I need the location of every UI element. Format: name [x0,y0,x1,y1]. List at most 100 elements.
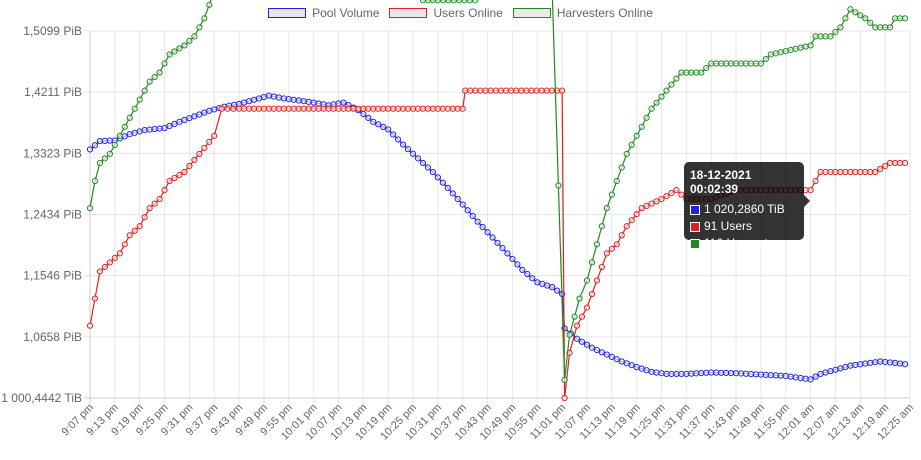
data-point-users-online [434,105,441,112]
data-point-pool-volume [454,195,461,203]
data-point-harvesters-online [812,33,819,40]
data-point-pool-volume [802,375,809,382]
data-point-pool-volume [404,146,412,153]
data-point-harvesters-online [151,73,158,81]
data-point-harvesters-online [658,93,665,100]
data-point-users-online [812,177,819,185]
data-point-pool-volume [419,159,427,167]
y-tick-label: 1,1546 PiB [23,269,82,283]
data-point-users-online [275,105,282,112]
data-point-pool-volume [618,358,625,365]
data-point-harvesters-online [852,9,859,16]
data-point-users-online [330,105,337,112]
data-point-pool-volume [891,359,899,366]
data-point-users-online [196,150,203,158]
data-point-users-online [573,322,581,329]
data-point-pool-volume [852,361,859,369]
data-point-users-online [385,105,392,112]
data-point-pool-volume [285,96,292,103]
data-point-users-online [439,105,446,112]
data-point-pool-volume [245,98,253,105]
data-point-users-online [101,263,109,271]
data-point-users-online [593,277,601,284]
data-point-harvesters-online [633,132,640,139]
data-point-users-online [482,87,489,94]
data-point-pool-volume [395,136,402,143]
data-point-harvesters-online [445,0,452,4]
data-point-pool-volume [752,371,760,378]
data-point-pool-volume [375,121,382,128]
data-point-pool-volume [608,353,615,361]
data-point-harvesters-online [181,42,188,49]
data-point-pool-volume [370,118,377,125]
data-point-harvesters-online [598,223,605,230]
tooltip-text-pool-volume: 1 020,2860 TiB [704,202,785,216]
data-point-users-online [171,174,178,182]
legend-label-users-online: Users Online [433,6,503,20]
data-point-harvesters-online [588,259,596,266]
data-point-users-online [370,105,377,112]
data-point-harvesters-online [91,177,99,185]
data-point-harvesters-online [424,0,432,4]
legend-users-online[interactable]: Users Online [389,6,503,20]
data-point-pool-volume [857,361,864,368]
data-point-harvesters-online [96,159,104,167]
data-point-pool-volume [290,96,297,103]
data-point-harvesters-online [872,24,879,31]
data-point-harvesters-online [777,49,784,56]
data-point-pool-volume [747,370,755,378]
data-point-users-online [414,105,422,112]
data-point-users-online [166,177,173,185]
data-point-pool-volume [822,369,829,376]
tooltip-row-users-online: 91 Users [690,218,798,235]
data-point-pool-volume [459,201,466,208]
data-point-harvesters-online [727,60,735,67]
legend-label-harvesters-online: Harvesters Online [556,6,653,20]
data-point-users-online [643,202,650,209]
data-point-pool-volume [882,358,889,366]
data-point-users-online [613,241,620,248]
data-point-users-online [320,105,327,112]
data-point-users-online [459,105,466,112]
data-point-pool-volume [201,109,208,116]
data-point-pool-volume [484,229,491,236]
data-point-harvesters-online [782,47,789,55]
data-point-pool-volume [812,373,819,380]
data-point-users-online [345,105,352,112]
y-tick-label: 1 000,4442 TiB [1,391,82,405]
data-point-harvesters-online [862,15,869,22]
data-point-harvesters-online [648,105,655,112]
data-point-pool-volume [723,369,730,377]
data-point-users-online [673,186,680,194]
data-point-pool-volume [106,137,113,144]
legend-harvesters-online[interactable]: Harvesters Online [512,6,653,20]
data-point-pool-volume [653,369,660,376]
data-point-pool-volume [390,131,397,138]
data-point-pool-volume [161,124,168,132]
data-point-pool-volume [206,107,213,114]
data-point-pool-volume [449,190,456,197]
data-point-pool-volume [693,370,700,377]
data-point-pool-volume [91,142,99,149]
data-point-users-online [315,105,322,112]
data-point-pool-volume [593,346,601,354]
data-point-users-online [882,162,889,170]
data-point-users-online [543,87,550,94]
data-point-harvesters-online [653,99,660,106]
data-point-pool-volume [742,370,750,377]
data-point-harvesters-online [713,60,720,67]
data-point-pool-volume [698,369,705,377]
tooltip-title: 18-12-2021 00:02:39 [690,168,752,196]
data-point-pool-volume [643,367,650,374]
data-point-harvesters-online [161,60,168,67]
data-point-harvesters-online [752,60,760,67]
data-point-users-online [181,168,188,176]
data-point-pool-volume [136,128,143,135]
data-point-users-online [310,105,317,112]
data-point-users-online [380,105,387,112]
data-point-harvesters-online [171,48,178,55]
data-point-users-online [454,105,461,112]
data-point-harvesters-online [723,60,730,67]
legend-pool-volume[interactable]: Pool Volume [268,6,379,20]
data-point-harvesters-online [638,123,645,130]
